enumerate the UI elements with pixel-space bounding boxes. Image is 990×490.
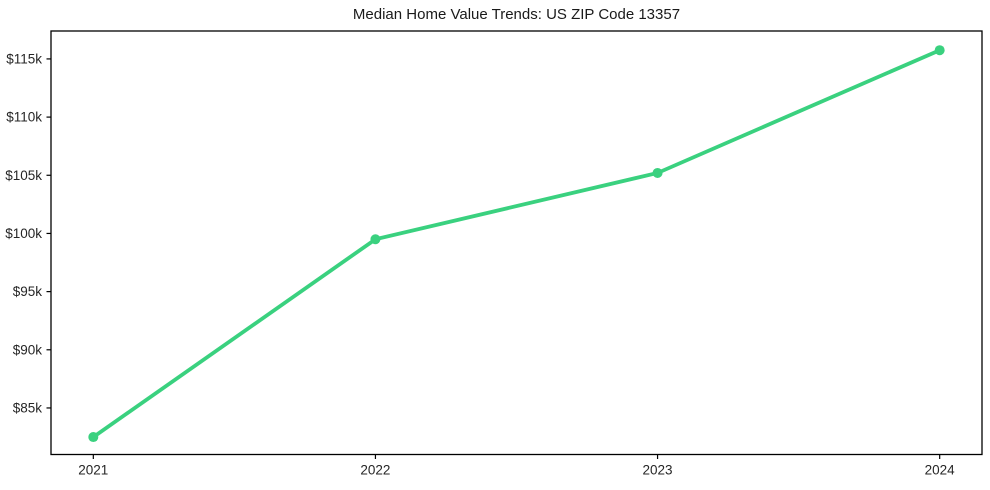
y-tick-label: $105k: [5, 168, 42, 183]
x-tick-label: 2022: [360, 463, 390, 478]
y-tick-label: $110k: [6, 110, 42, 125]
chart-title: Median Home Value Trends: US ZIP Code 13…: [352, 6, 681, 23]
y-tick-label: $90k: [13, 342, 43, 357]
y-tick-label: $95k: [13, 284, 43, 299]
trend-line: [91, 48, 942, 439]
data-point-marker: [652, 167, 663, 178]
data-point-marker: [370, 234, 381, 245]
axes-spines: [50, 30, 983, 456]
y-tick-label: $85k: [13, 400, 43, 415]
x-tick-label: 2023: [643, 463, 673, 478]
y-tick-label: $115k: [6, 51, 42, 66]
x-tick-label: 2021: [78, 463, 108, 478]
data-point-marker: [88, 432, 99, 443]
data-point-marker: [934, 45, 945, 56]
y-tick-label: $100k: [5, 226, 42, 241]
x-tick-label: 2024: [925, 463, 956, 478]
